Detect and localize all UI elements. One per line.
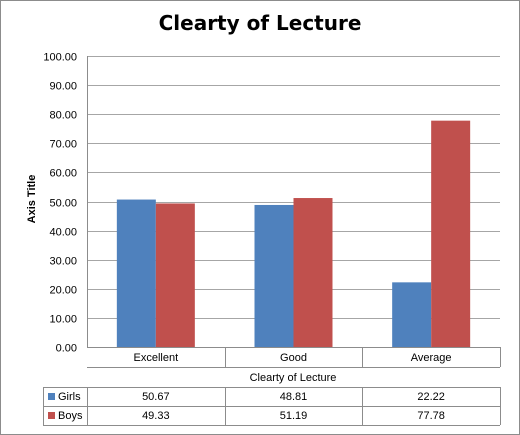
y-tick-label: 90.00 — [49, 81, 77, 93]
bar-girls-average — [392, 282, 432, 347]
bar-girls-good — [254, 204, 294, 347]
y-axis-title: Axis Title — [26, 175, 38, 224]
y-tick-label: 30.00 — [49, 256, 77, 268]
bar-boys-good — [293, 198, 333, 347]
y-tick-label: 60.00 — [49, 168, 77, 180]
axes: 0.00 10.00 20.00 30.00 40.00 50.00 60.00 70.00 8… — [43, 52, 500, 355]
bars — [116, 120, 471, 347]
data-table: Excellent Good Average Girls 50.67 48.81 22.22… — [43, 347, 501, 426]
data-table-cell: 51.19 — [280, 410, 308, 422]
x-tick-label: Good — [280, 352, 307, 364]
bar-girls-excellent — [116, 199, 156, 347]
data-table-cell: 49.33 — [142, 410, 170, 422]
chart-title: Clearty of Lecture — [158, 11, 362, 35]
data-table-cell: 50.67 — [142, 391, 170, 403]
y-tick-label: 0.00 — [56, 343, 77, 355]
bar-boys-average — [431, 120, 471, 347]
legend-key-girls — [48, 393, 55, 400]
y-tick-label: 70.00 — [49, 139, 77, 151]
y-tick-label: 10.00 — [49, 314, 77, 326]
legend-label: Girls — [58, 391, 81, 403]
y-tick-label: 20.00 — [49, 285, 77, 297]
y-tick-label: 50.00 — [49, 198, 77, 210]
y-tick-label: 40.00 — [49, 227, 77, 239]
data-table-cell: 77.78 — [417, 410, 445, 422]
data-table-cell: 22.22 — [417, 391, 445, 403]
bar-boys-excellent — [155, 203, 195, 347]
data-table-cell: 48.81 — [280, 391, 308, 403]
legend-key-boys — [48, 412, 55, 419]
y-tick-label: 100.00 — [43, 52, 77, 64]
legend-label: Boys — [58, 410, 83, 422]
x-tick-label: Average — [411, 352, 452, 364]
y-tick-label: 80.00 — [49, 110, 77, 122]
x-axis-title: Clearty of Lecture — [250, 372, 337, 384]
x-tick-label: Excellent — [134, 352, 179, 364]
